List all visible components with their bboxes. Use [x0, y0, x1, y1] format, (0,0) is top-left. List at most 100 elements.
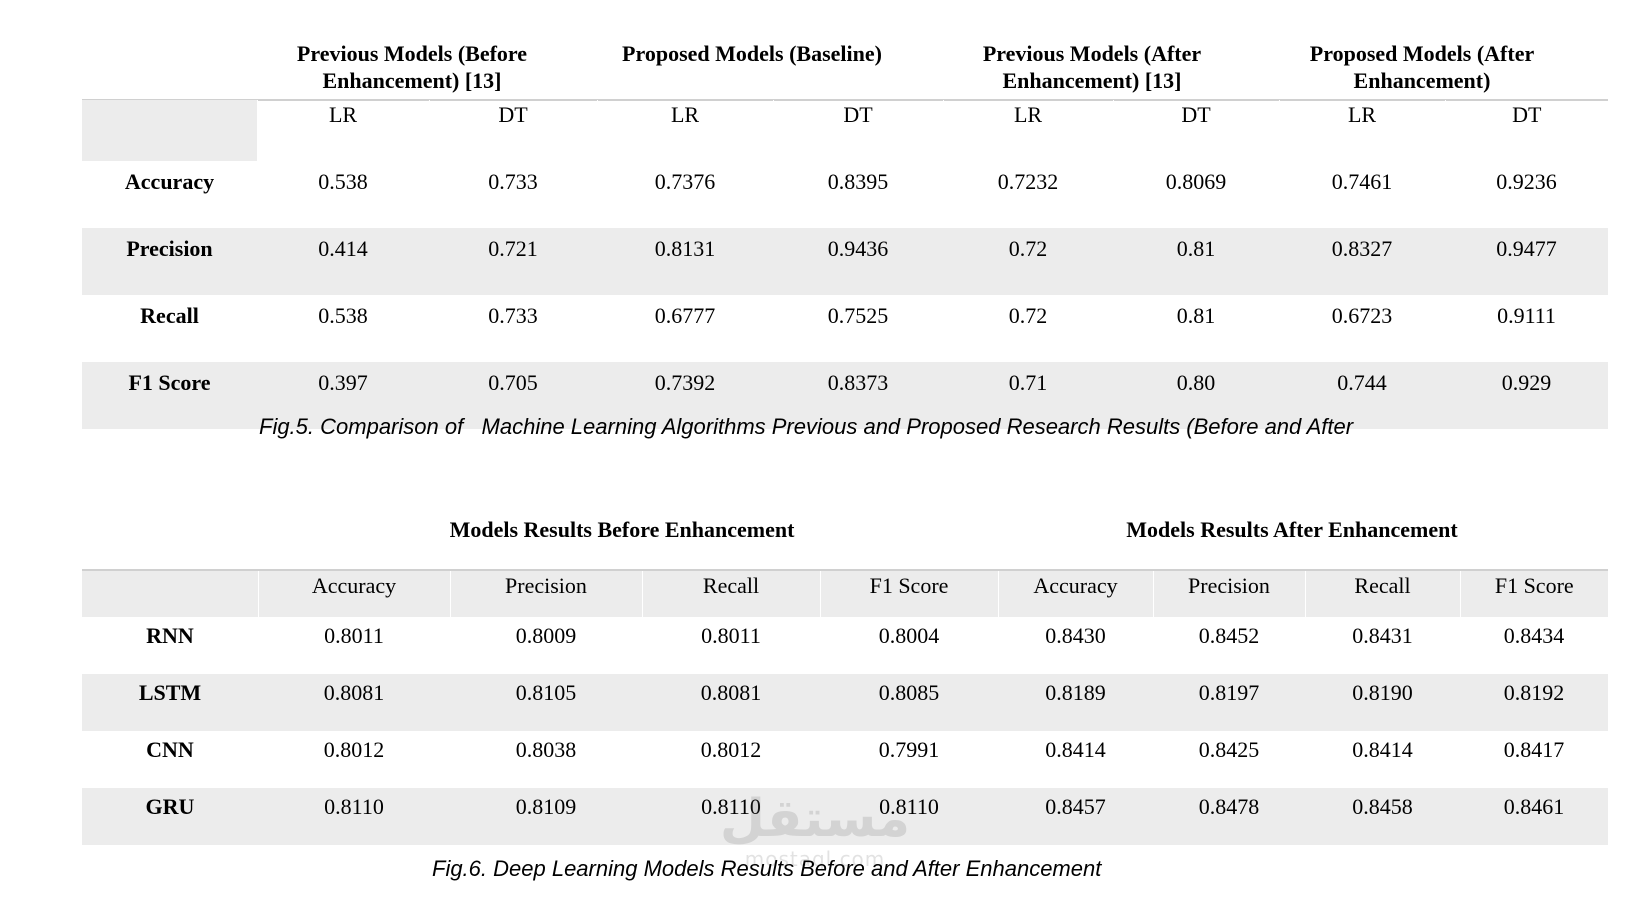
- table1-subheader-lr: LR: [256, 100, 429, 161]
- table-cell: 0.538: [318, 303, 368, 328]
- table-cell: 0.8461: [1460, 788, 1608, 845]
- table-cell: 0.8105: [450, 674, 642, 731]
- table1-corner-cell: [82, 100, 257, 161]
- table1-subheader-dt: DT: [1112, 100, 1279, 161]
- row-label: Recall: [140, 303, 199, 328]
- table-cell: 0.8109: [450, 788, 642, 845]
- table-cell: 0.744: [1279, 362, 1445, 429]
- table-cell: 0.8458: [1305, 788, 1460, 845]
- table-cell: 0.8430: [1045, 623, 1106, 648]
- table1-subheader-dt: DT: [772, 100, 943, 161]
- table-cell: 0.414: [257, 228, 429, 295]
- table-cell: 0.8189: [998, 674, 1153, 731]
- figure6-caption: Fig.6. Deep Learning Models Results Befo…: [432, 856, 1102, 881]
- table-cell: 0.8110: [642, 788, 820, 845]
- table2-subheader: Precision: [449, 571, 642, 617]
- table-cell: 0.8069: [1165, 169, 1227, 194]
- table-cell: 0.733: [488, 303, 538, 328]
- table-cell: 0.7525: [827, 303, 889, 328]
- table2-subheader: F1 Score: [819, 571, 998, 617]
- table1-subheader-dt: DT: [428, 100, 597, 161]
- table-cell: 0.8478: [1153, 788, 1305, 845]
- table-cell: 0.6723: [1331, 303, 1393, 328]
- table1-subheader-dt: DT: [1444, 100, 1608, 161]
- table2-group-header-after: Models Results After Enhancement: [1126, 517, 1458, 542]
- table-row: LSTM 0.8081 0.8105 0.8081 0.8085 0.8189 …: [82, 674, 1608, 731]
- table-cell: 0.721: [429, 228, 597, 295]
- table-cell: 0.9111: [1497, 303, 1556, 328]
- table-cell: 0.8425: [1198, 737, 1260, 762]
- table1-group-headers: Previous Models (Before Enhancement) [13…: [82, 40, 1608, 100]
- table-row: F1 Score 0.397 0.705 0.7392 0.8373 0.71 …: [82, 362, 1608, 429]
- table1-subheader-lr: LR: [942, 100, 1113, 161]
- table2-subheader: Precision: [1152, 571, 1305, 617]
- row-label: LSTM: [82, 674, 258, 731]
- watermark-latin-text: mostaql.com: [744, 847, 886, 871]
- table-cell: 0.397: [257, 362, 429, 429]
- table2-group-header-before: Models Results Before Enhancement: [449, 517, 795, 542]
- table-cell: 0.8038: [515, 737, 577, 762]
- table-cell: 0.7376: [654, 169, 716, 194]
- table-cell: 0.8081: [642, 674, 820, 731]
- table1-group-header-previous-before: Previous Models (Before Enhancement) [13…: [296, 41, 528, 93]
- table-cell: 0.81: [1176, 303, 1216, 328]
- table-cell: 0.8081: [258, 674, 450, 731]
- table-cell: 0.705: [429, 362, 597, 429]
- table-row: Recall 0.538 0.733 0.6777 0.7525 0.72 0.…: [82, 295, 1608, 362]
- table-cell: 0.9477: [1445, 228, 1608, 295]
- table-cell: 0.929: [1445, 362, 1608, 429]
- table1-ml-comparison: LR DT LR DT LR DT LR DT Accuracy 0.538 0…: [82, 100, 1608, 429]
- table-cell: 0.8190: [1305, 674, 1460, 731]
- row-label: GRU: [82, 788, 258, 845]
- table-cell: 0.80: [1113, 362, 1279, 429]
- table-cell: 0.8110: [820, 788, 998, 845]
- table-cell: 0.72: [1008, 303, 1048, 328]
- table2-subheader: F1 Score: [1459, 571, 1608, 617]
- table-cell: 0.8012: [323, 737, 385, 762]
- row-label: Accuracy: [124, 169, 215, 194]
- table1-group-header-proposed-after: Proposed Models (After Enhancement): [1309, 41, 1535, 93]
- table-row: Precision 0.414 0.721 0.8131 0.9436 0.72…: [82, 228, 1608, 295]
- table2-corner-cell: [82, 571, 258, 617]
- table-cell: 0.8011: [324, 623, 384, 648]
- watermark-logo: مستقل mostaql.com: [700, 790, 930, 890]
- table2-subheader: Accuracy: [997, 571, 1153, 617]
- table-cell: 0.8110: [258, 788, 450, 845]
- table-cell: 0.9436: [773, 228, 943, 295]
- watermark-arabic-text: مستقل: [719, 789, 911, 849]
- table-cell: 0.7991: [878, 737, 940, 762]
- table-cell: 0.8327: [1279, 228, 1445, 295]
- table-cell: 0.8192: [1460, 674, 1608, 731]
- table-cell: 0.71: [943, 362, 1113, 429]
- table-cell: 0.7461: [1331, 169, 1393, 194]
- figure5-caption: Fig.5. Comparison of Machine Learning Al…: [259, 414, 1354, 439]
- table-cell: 0.8431: [1352, 623, 1413, 648]
- table2-subheader: Recall: [641, 571, 820, 617]
- table-cell: 0.8009: [515, 623, 577, 648]
- table-cell: 0.8011: [701, 623, 761, 648]
- table2-subheader: Recall: [1304, 571, 1460, 617]
- table-cell: 0.8417: [1503, 737, 1565, 762]
- table-cell: 0.8085: [820, 674, 998, 731]
- table1-subheader-lr: LR: [1278, 100, 1445, 161]
- row-label: CNN: [146, 737, 194, 762]
- table-cell: 0.8012: [700, 737, 762, 762]
- table-cell: 0.8457: [998, 788, 1153, 845]
- table2-top-rule: [82, 569, 1608, 571]
- table-cell: 0.7392: [597, 362, 773, 429]
- table1-subheader-lr: LR: [596, 100, 773, 161]
- table-cell: 0.8452: [1198, 623, 1260, 648]
- table1-subheader-row: LR DT LR DT LR DT LR DT: [82, 100, 1608, 161]
- table1-group-header-proposed-baseline: Proposed Models (Baseline): [622, 41, 882, 66]
- table-row: Accuracy 0.538 0.733 0.7376 0.8395 0.723…: [82, 161, 1608, 228]
- table-cell: 0.6777: [654, 303, 716, 328]
- table-cell: 0.8004: [878, 623, 940, 648]
- table-cell: 0.8434: [1503, 623, 1565, 648]
- table2-subheader-row: Accuracy Precision Recall F1 Score Accur…: [82, 571, 1608, 617]
- row-label: RNN: [146, 623, 194, 648]
- table-cell: 0.9236: [1496, 169, 1557, 194]
- table2-dl-results: Accuracy Precision Recall F1 Score Accur…: [82, 571, 1608, 845]
- table-row: CNN 0.8012 0.8038 0.8012 0.7991 0.8414 0…: [82, 731, 1608, 788]
- table-cell: 0.8373: [773, 362, 943, 429]
- table-cell: 0.72: [943, 228, 1113, 295]
